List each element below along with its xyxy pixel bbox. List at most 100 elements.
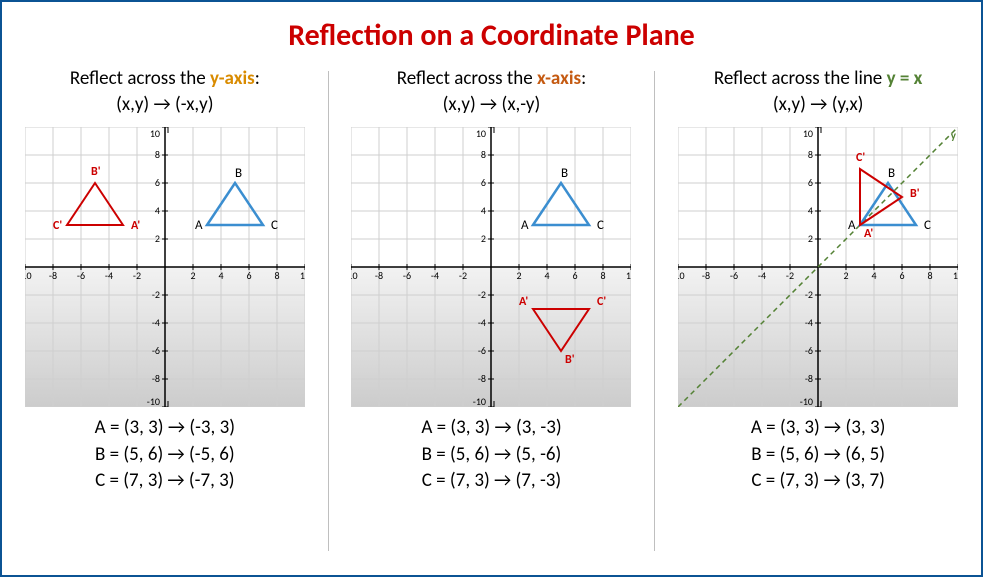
svg-text:6: 6 [900, 269, 905, 282]
svg-text:8: 8 [274, 269, 279, 282]
svg-text:-10: -10 [147, 395, 160, 407]
svg-text:-10: -10 [351, 269, 358, 282]
svg-text:A: A [521, 218, 529, 233]
svg-text:6: 6 [573, 269, 578, 282]
heading-axis-word: y-axis [210, 67, 255, 90]
svg-text:2: 2 [481, 232, 486, 245]
svg-text:-4: -4 [152, 316, 160, 329]
svg-text:-8: -8 [152, 372, 160, 385]
svg-text:B': B' [565, 353, 575, 367]
svg-text:C': C' [53, 219, 62, 233]
svg-text:10: 10 [803, 127, 813, 140]
svg-text:8: 8 [928, 269, 933, 282]
svg-text:y = x: y = x [951, 129, 958, 142]
svg-text:4: 4 [155, 204, 160, 217]
svg-text:A': A' [131, 219, 140, 233]
mapping-row: A = (3, 3) → (3, 3) [751, 415, 885, 442]
panel-heading-yaxis: Reflect across the y-axis: (x,y) → (-x,y… [70, 66, 260, 117]
svg-text:4: 4 [481, 204, 486, 217]
page-title: Reflection on a Coordinate Plane [2, 17, 981, 54]
mapping-row: C = (7, 3) → (-7, 3) [95, 468, 235, 495]
svg-text:8: 8 [155, 148, 160, 161]
svg-text:-2: -2 [478, 288, 486, 301]
svg-text:2: 2 [155, 232, 160, 245]
svg-text:6: 6 [246, 269, 251, 282]
svg-text:B': B' [91, 165, 101, 179]
panel-yaxis: Reflect across the y-axis: (x,y) → (-x,y… [7, 66, 322, 495]
svg-text:4: 4 [872, 269, 877, 282]
heading-axis-word: x-axis [537, 67, 581, 90]
svg-text:8: 8 [601, 269, 606, 282]
heading-rule: (x,y) → (y,x) [773, 93, 864, 116]
panel-yx: Reflect across the line y = x (x,y) → (y… [661, 66, 976, 495]
heading-axis-word: y = x [887, 67, 923, 90]
svg-text:-2: -2 [805, 288, 813, 301]
svg-text:4: 4 [545, 269, 550, 282]
svg-text:-4: -4 [105, 269, 113, 282]
svg-text:-4: -4 [478, 316, 486, 329]
mappings-yx: A = (3, 3) → (3, 3) B = (5, 6) → (6, 5) … [751, 415, 885, 495]
svg-text:A': A' [519, 295, 528, 309]
svg-text:-2: -2 [152, 288, 160, 301]
svg-text:-6: -6 [403, 269, 411, 282]
svg-text:-6: -6 [730, 269, 738, 282]
panel-heading-yx: Reflect across the line y = x (x,y) → (y… [714, 66, 922, 117]
svg-text:8: 8 [481, 148, 486, 161]
panel-xaxis: Reflect across the x-axis: (x,y) → (x,-y… [334, 66, 649, 495]
mapping-row: A = (3, 3) → (-3, 3) [95, 415, 235, 442]
coordinate-grid: -10-8-6-4-2246810-8-6-4-2246810-10ABCA'B… [351, 127, 631, 407]
mapping-row: B = (5, 6) → (5, -6) [421, 442, 561, 469]
svg-text:10: 10 [476, 127, 486, 140]
mappings-xaxis: A = (3, 3) → (3, -3) B = (5, 6) → (5, -6… [421, 415, 561, 495]
svg-text:C': C' [597, 295, 606, 309]
svg-text:-10: -10 [678, 269, 685, 282]
svg-text:A': A' [864, 227, 873, 241]
page-frame: Reflection on a Coordinate Plane Reflect… [0, 0, 983, 577]
svg-text:8: 8 [808, 148, 813, 161]
svg-text:-8: -8 [49, 269, 57, 282]
svg-text:B: B [888, 166, 895, 181]
svg-text:C': C' [856, 151, 865, 165]
svg-text:C: C [271, 218, 278, 233]
svg-text:6: 6 [155, 176, 160, 189]
svg-text:-8: -8 [702, 269, 710, 282]
svg-text:B: B [235, 166, 242, 181]
svg-text:A: A [848, 218, 856, 233]
svg-text:-2: -2 [786, 269, 794, 282]
svg-text:-6: -6 [805, 344, 813, 357]
svg-text:-2: -2 [459, 269, 467, 282]
svg-text:6: 6 [481, 176, 486, 189]
svg-text:2: 2 [517, 269, 522, 282]
svg-text:-8: -8 [478, 372, 486, 385]
svg-text:-4: -4 [805, 316, 813, 329]
svg-text:-4: -4 [431, 269, 439, 282]
mapping-row: B = (5, 6) → (6, 5) [751, 442, 885, 469]
chart-yaxis: -10-8-6-4-2246810-8-6-4-2246810-10ABCA'B… [25, 127, 305, 407]
heading-rule: (x,y) → (-x,y) [116, 93, 213, 116]
heading-suffix: : [255, 67, 260, 90]
svg-text:B': B' [910, 187, 920, 201]
svg-text:-6: -6 [77, 269, 85, 282]
svg-text:4: 4 [808, 204, 813, 217]
svg-text:-6: -6 [478, 344, 486, 357]
svg-text:-10: -10 [25, 269, 32, 282]
svg-text:4: 4 [218, 269, 223, 282]
svg-text:A: A [195, 218, 203, 233]
svg-text:10: 10 [953, 269, 958, 282]
chart-yx: -10-8-6-4-2246810-8-6-4-2246810-10y = xA… [678, 127, 958, 407]
mapping-row: C = (7, 3) → (7, -3) [421, 468, 561, 495]
svg-text:10: 10 [300, 269, 305, 282]
divider [654, 71, 655, 551]
heading-prefix: Reflect across the [70, 67, 210, 90]
svg-text:10: 10 [626, 269, 631, 282]
mapping-row: B = (5, 6) → (-5, 6) [95, 442, 235, 469]
panel-heading-xaxis: Reflect across the x-axis: (x,y) → (x,-y… [397, 66, 586, 117]
svg-text:-8: -8 [375, 269, 383, 282]
divider [328, 71, 329, 551]
svg-text:6: 6 [808, 176, 813, 189]
heading-prefix: Reflect across the [397, 67, 537, 90]
svg-text:-4: -4 [758, 269, 766, 282]
svg-text:-10: -10 [473, 395, 486, 407]
svg-text:2: 2 [844, 269, 849, 282]
svg-text:B: B [561, 166, 568, 181]
